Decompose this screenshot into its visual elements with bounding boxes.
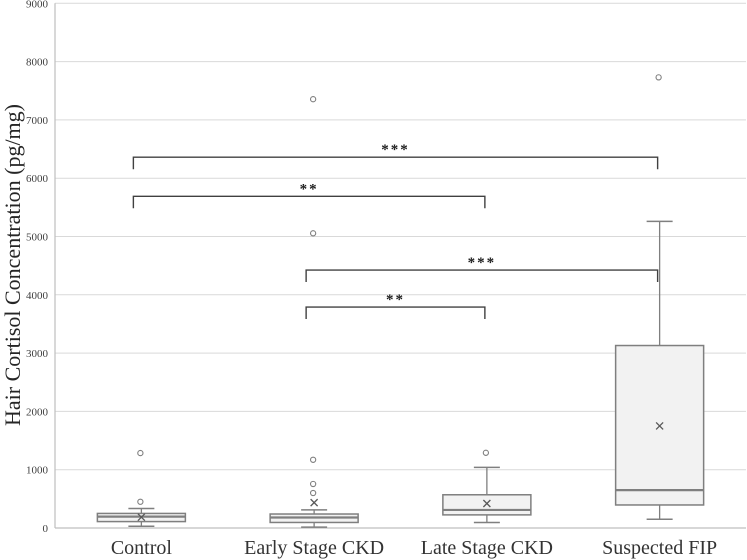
y-tick-label-0: 0	[43, 523, 49, 535]
mean-marker	[655, 422, 664, 430]
outlier-point	[137, 498, 144, 505]
box-group-control	[96, 449, 187, 528]
box-group-early-stage-ckd	[269, 96, 359, 528]
box-iqr	[442, 494, 532, 516]
significance-bracket-2	[132, 195, 486, 209]
y-tick-label-2000: 2000	[26, 406, 49, 418]
significance-label-1: ***	[381, 142, 410, 158]
outlier-point	[482, 449, 490, 456]
significance-label-2: **	[300, 181, 319, 197]
outlier-point	[137, 449, 144, 457]
outlier-point	[655, 74, 662, 81]
x-category-label-late-stage-ckd: Late Stage CKD	[421, 537, 553, 559]
y-tick-label-8000: 8000	[26, 57, 49, 69]
outlier-point	[309, 230, 317, 237]
y-tick-label-7000: 7000	[26, 115, 49, 127]
y-tick-label-9000: 9000	[26, 0, 49, 10]
y-tick-label-3000: 3000	[26, 348, 49, 360]
significance-bracket-4	[305, 306, 486, 320]
y-tick-label-4000: 4000	[26, 290, 49, 302]
x-category-label-control: Control	[111, 537, 173, 559]
outlier-point	[309, 456, 317, 463]
significance-bracket-1	[132, 156, 659, 170]
mean-marker	[482, 499, 491, 508]
mean-marker	[310, 498, 319, 507]
outlier-point	[309, 480, 317, 488]
outlier-point	[309, 96, 317, 103]
significance-label-3: ***	[468, 255, 497, 271]
significance-label-4: **	[386, 292, 405, 308]
x-category-label-early-stage-ckd: Early Stage CKD	[244, 537, 384, 559]
box-group-suspected-fip	[614, 74, 705, 521]
mean-marker	[137, 513, 146, 522]
y-tick-label-6000: 6000	[26, 173, 49, 185]
significance-bracket-3	[305, 269, 659, 283]
y-tick-label-5000: 5000	[26, 232, 49, 244]
y-tick-label-1000: 1000	[26, 465, 49, 477]
box-group-late-stage-ckd	[442, 449, 532, 524]
outlier-point	[309, 489, 317, 497]
x-category-label-suspected-fip: Suspected FIP	[602, 537, 717, 559]
